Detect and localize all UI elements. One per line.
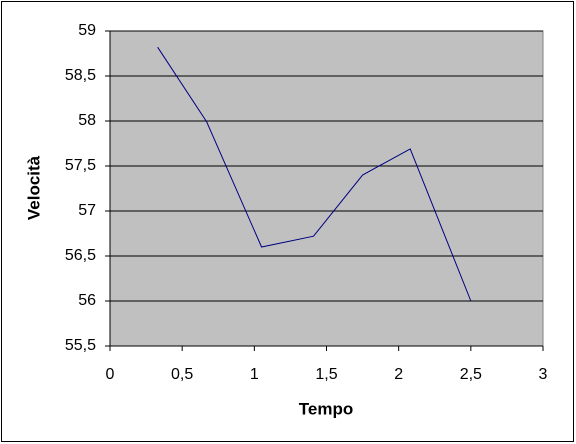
y-axis-title: Velocità	[24, 155, 43, 220]
x-tick-label: 0	[106, 366, 115, 383]
y-tick-label: 56	[78, 292, 96, 309]
y-tick-label: 58	[78, 112, 96, 129]
plot-area	[109, 30, 544, 347]
y-tick-label: 56,5	[65, 247, 96, 264]
x-tick-label: 3	[539, 366, 548, 383]
x-tick-label: 2	[394, 366, 403, 383]
x-tick-label: 0,5	[171, 366, 193, 383]
y-tick-label: 59	[78, 22, 96, 39]
x-axis-title: Tempo	[299, 399, 353, 418]
x-tick-label: 1,5	[315, 366, 337, 383]
y-tick-label: 57,5	[65, 157, 96, 174]
y-tick-label: 57	[78, 202, 96, 219]
y-tick-label: 58,5	[65, 67, 96, 84]
data-line	[157, 46, 472, 302]
x-tick-label: 2,5	[460, 366, 482, 383]
y-tick-label: 55,5	[65, 337, 96, 354]
x-tick-label: 1	[250, 366, 259, 383]
